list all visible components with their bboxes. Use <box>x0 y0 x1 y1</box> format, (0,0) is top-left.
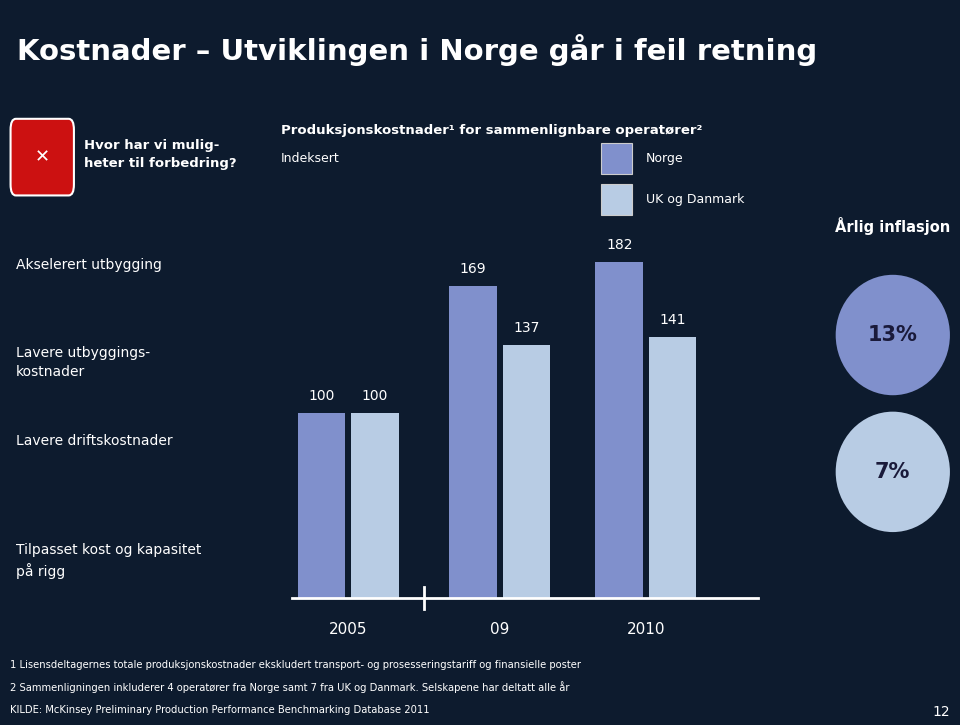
Text: Norge: Norge <box>646 152 684 165</box>
Text: Lavere utbyggings-
kostnader: Lavere utbyggings- kostnader <box>15 346 150 379</box>
Text: 100: 100 <box>362 389 388 403</box>
Text: 09: 09 <box>491 622 510 637</box>
Bar <box>298 413 346 597</box>
Text: Indeksert: Indeksert <box>281 152 340 165</box>
Text: 137: 137 <box>514 321 540 335</box>
Text: 2010: 2010 <box>627 622 665 637</box>
Text: Kostnader – Utviklingen i Norge går i feil retning: Kostnader – Utviklingen i Norge går i fe… <box>17 35 818 67</box>
Text: 141: 141 <box>660 313 685 328</box>
Text: 13%: 13% <box>868 325 918 345</box>
Ellipse shape <box>835 275 950 395</box>
Bar <box>503 344 550 597</box>
Text: Lavere driftskostnader: Lavere driftskostnader <box>15 434 173 447</box>
Bar <box>449 286 497 597</box>
Text: 169: 169 <box>460 262 487 276</box>
Bar <box>649 337 696 597</box>
Text: KILDE: McKinsey Preliminary Production Performance Benchmarking Database 2011: KILDE: McKinsey Preliminary Production P… <box>10 705 429 715</box>
FancyBboxPatch shape <box>11 119 74 196</box>
Text: 1 Lisensdeltagernes totale produksjonskostnader ekskludert transport- og prosess: 1 Lisensdeltagernes totale produksjonsko… <box>10 660 581 670</box>
Text: Årlig inflasjon: Årlig inflasjon <box>835 217 950 235</box>
Text: 7%: 7% <box>876 462 910 482</box>
Text: 2 Sammenligningen inkluderer 4 operatører fra Norge samt 7 fra UK og Danmark. Se: 2 Sammenligningen inkluderer 4 operatøre… <box>10 682 569 693</box>
Ellipse shape <box>835 412 950 532</box>
Bar <box>351 413 398 597</box>
Bar <box>601 144 632 173</box>
Text: Hvor har vi mulig-
heter til forbedring?: Hvor har vi mulig- heter til forbedring? <box>84 139 237 170</box>
Bar <box>601 184 632 215</box>
Text: 2005: 2005 <box>329 622 368 637</box>
Text: ✕: ✕ <box>35 148 50 166</box>
Text: UK og Danmark: UK og Danmark <box>646 193 744 206</box>
Text: 100: 100 <box>308 389 335 403</box>
Text: Akselerert utbygging: Akselerert utbygging <box>15 258 161 273</box>
Bar <box>595 262 643 597</box>
Text: 12: 12 <box>933 705 950 718</box>
Text: 182: 182 <box>606 238 633 252</box>
Text: Tilpasset kost og kapasitet
på rigg: Tilpasset kost og kapasitet på rigg <box>15 543 202 579</box>
Text: Produksjonskostnader¹ for sammenlignbare operatører²: Produksjonskostnader¹ for sammenlignbare… <box>281 124 702 137</box>
